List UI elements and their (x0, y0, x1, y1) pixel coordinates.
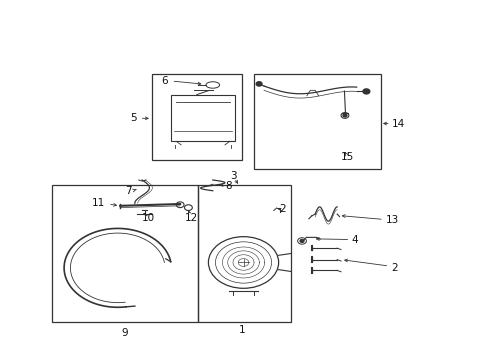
Circle shape (342, 114, 346, 117)
Text: 6: 6 (162, 76, 168, 86)
Text: 11: 11 (92, 198, 105, 208)
Circle shape (300, 239, 304, 242)
FancyBboxPatch shape (171, 95, 234, 141)
Text: 13: 13 (385, 215, 398, 225)
Text: 12: 12 (185, 213, 198, 222)
Bar (254, 74, 380, 169)
Text: 9: 9 (122, 328, 128, 338)
Text: 7: 7 (125, 186, 131, 197)
Text: 15: 15 (341, 152, 354, 162)
Text: 2: 2 (390, 262, 397, 273)
Text: 14: 14 (391, 119, 404, 129)
Text: 3: 3 (230, 171, 237, 181)
Text: 4: 4 (351, 235, 358, 245)
Bar (152, 74, 242, 160)
Text: 8: 8 (225, 181, 232, 191)
Circle shape (362, 89, 369, 94)
Ellipse shape (205, 82, 219, 88)
Text: 5: 5 (130, 113, 136, 123)
Text: 1: 1 (238, 325, 245, 335)
Text: 10: 10 (141, 213, 154, 222)
Text: 2: 2 (279, 204, 285, 214)
Circle shape (256, 82, 262, 86)
Bar (198, 185, 290, 321)
Bar (52, 185, 198, 321)
